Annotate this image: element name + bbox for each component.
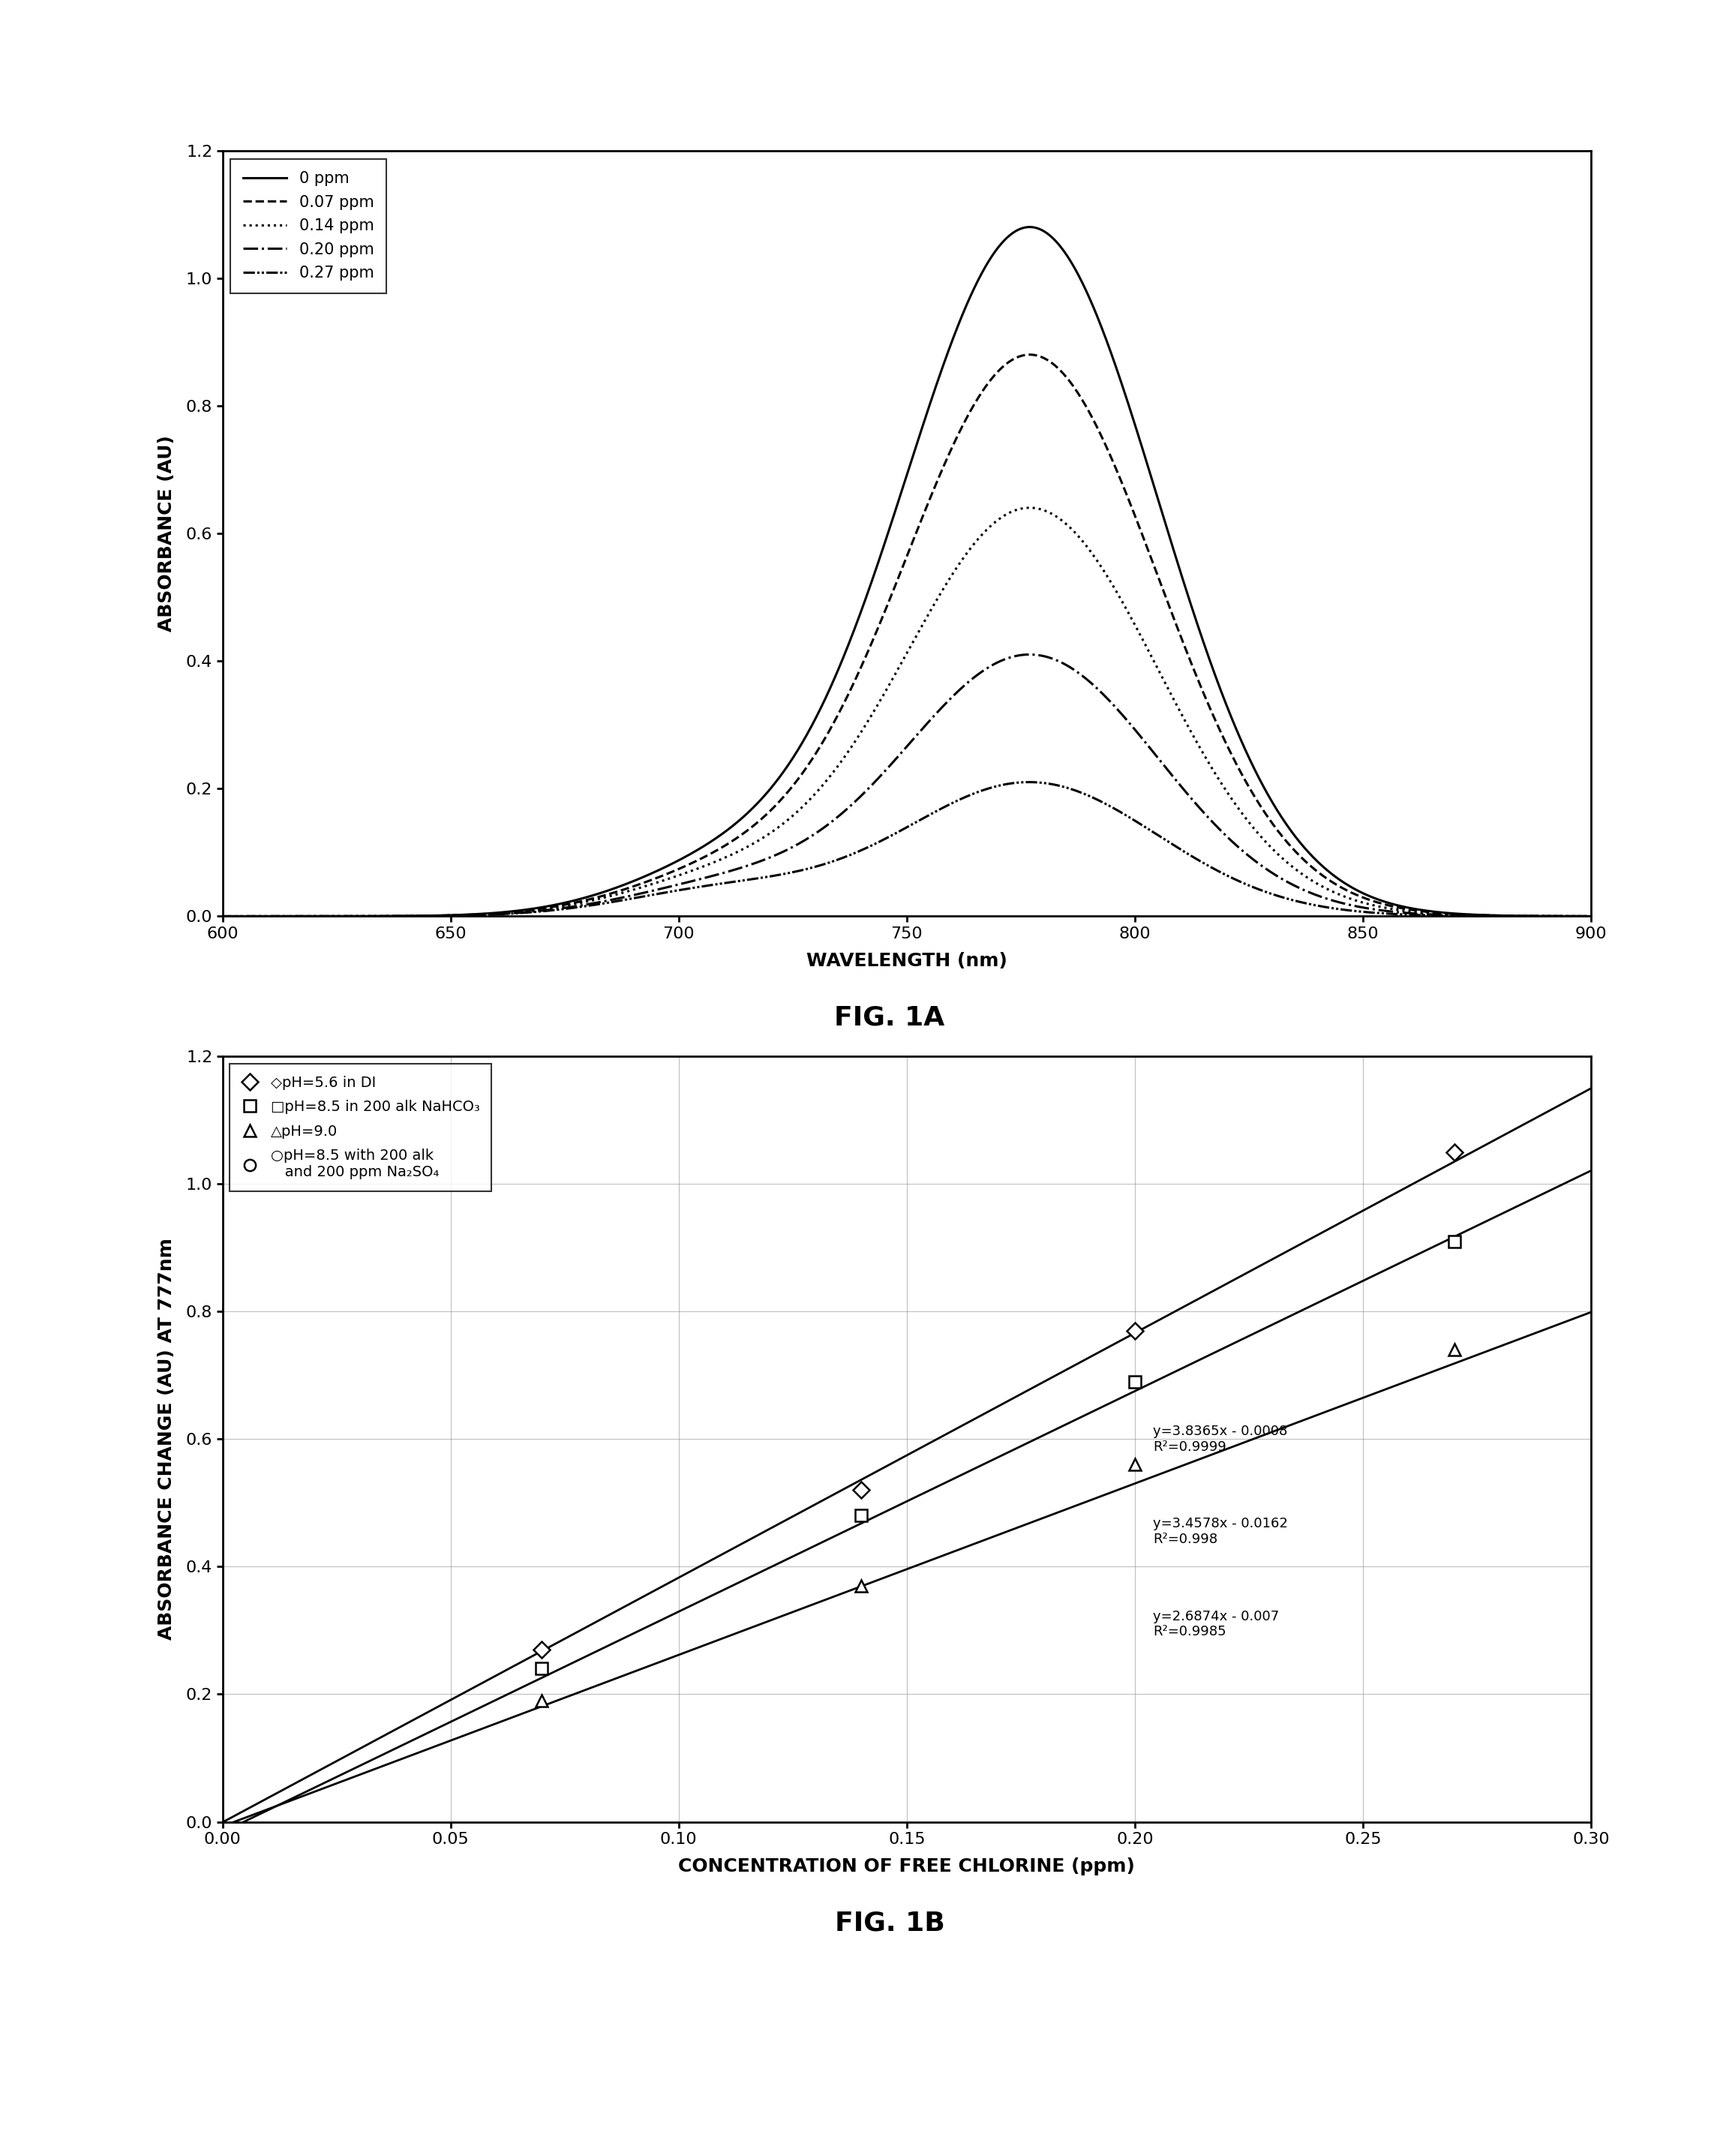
0.20 ppm (373, 903, 394, 929)
0.14 ppm (318, 903, 339, 929)
Line: 0.20 ppm: 0.20 ppm (222, 655, 1591, 916)
0.20 ppm (821, 808, 842, 834)
0 ppm (1581, 903, 1601, 929)
0.27 ppm (1018, 770, 1039, 796)
0.20 ppm (318, 903, 339, 929)
0.14 ppm (212, 903, 233, 929)
Text: y=2.6874x - 0.007
R²=0.9985: y=2.6874x - 0.007 R²=0.9985 (1153, 1611, 1280, 1639)
0.20 ppm (1020, 642, 1040, 668)
X-axis label: WAVELENGTH (nm): WAVELENGTH (nm) (806, 951, 1008, 970)
Line: 0.27 ppm: 0.27 ppm (222, 783, 1591, 916)
0.14 ppm (792, 793, 813, 819)
Y-axis label: ABSORBANCE CHANGE (AU) AT 777nm: ABSORBANCE CHANGE (AU) AT 777nm (157, 1238, 176, 1641)
0.27 ppm (1581, 903, 1601, 929)
0 ppm (1020, 213, 1040, 239)
Line: 0.14 ppm: 0.14 ppm (222, 509, 1591, 916)
0.14 ppm (1020, 496, 1040, 522)
0.27 ppm (845, 839, 866, 865)
0 ppm (845, 612, 866, 638)
0.20 ppm (991, 647, 1011, 673)
0.20 ppm (1581, 903, 1601, 929)
0.07 ppm (845, 664, 866, 690)
0 ppm (318, 903, 339, 929)
0.27 ppm (821, 849, 842, 875)
0 ppm (373, 903, 394, 929)
Text: y=3.4578x - 0.0162
R²=0.998: y=3.4578x - 0.0162 R²=0.998 (1153, 1518, 1288, 1546)
Text: FIG. 1A: FIG. 1A (835, 1005, 944, 1031)
Text: FIG. 1B: FIG. 1B (835, 1910, 944, 1936)
Line: 0 ppm: 0 ppm (222, 226, 1591, 916)
Text: y=3.8365x - 0.0008
R²=0.9999: y=3.8365x - 0.0008 R²=0.9999 (1153, 1425, 1288, 1453)
0.14 ppm (821, 761, 842, 787)
0.07 ppm (373, 903, 394, 929)
0.07 ppm (318, 903, 339, 929)
0 ppm (212, 903, 233, 929)
0.14 ppm (1581, 903, 1601, 929)
0.07 ppm (212, 903, 233, 929)
X-axis label: CONCENTRATION OF FREE CHLORINE (ppm): CONCENTRATION OF FREE CHLORINE (ppm) (679, 1856, 1134, 1876)
0.14 ppm (373, 903, 394, 929)
0.20 ppm (845, 787, 866, 813)
Y-axis label: ABSORBANCE (AU): ABSORBANCE (AU) (157, 436, 176, 632)
0.07 ppm (792, 759, 813, 785)
0.27 ppm (373, 903, 394, 929)
0.27 ppm (792, 856, 813, 882)
0.07 ppm (991, 356, 1011, 382)
0 ppm (991, 231, 1011, 257)
0.07 ppm (1020, 341, 1040, 367)
0 ppm (821, 673, 842, 699)
0.20 ppm (792, 828, 813, 854)
0.07 ppm (1581, 903, 1601, 929)
0 ppm (792, 729, 813, 755)
0.27 ppm (318, 903, 339, 929)
0.27 ppm (212, 903, 233, 929)
0.27 ppm (991, 772, 1011, 798)
Legend: 0 ppm, 0.07 ppm, 0.14 ppm, 0.20 ppm, 0.27 ppm: 0 ppm, 0.07 ppm, 0.14 ppm, 0.20 ppm, 0.2… (231, 160, 387, 293)
0.07 ppm (821, 714, 842, 740)
0.14 ppm (991, 505, 1011, 530)
0.14 ppm (845, 727, 866, 752)
0.20 ppm (212, 903, 233, 929)
Line: 0.07 ppm: 0.07 ppm (222, 354, 1591, 916)
Legend: ◇pH=5.6 in DI, □pH=8.5 in 200 alk NaHCO₃, △pH=9.0, ○pH=8.5 with 200 alk
   and 2: ◇pH=5.6 in DI, □pH=8.5 in 200 alk NaHCO₃… (229, 1063, 491, 1192)
